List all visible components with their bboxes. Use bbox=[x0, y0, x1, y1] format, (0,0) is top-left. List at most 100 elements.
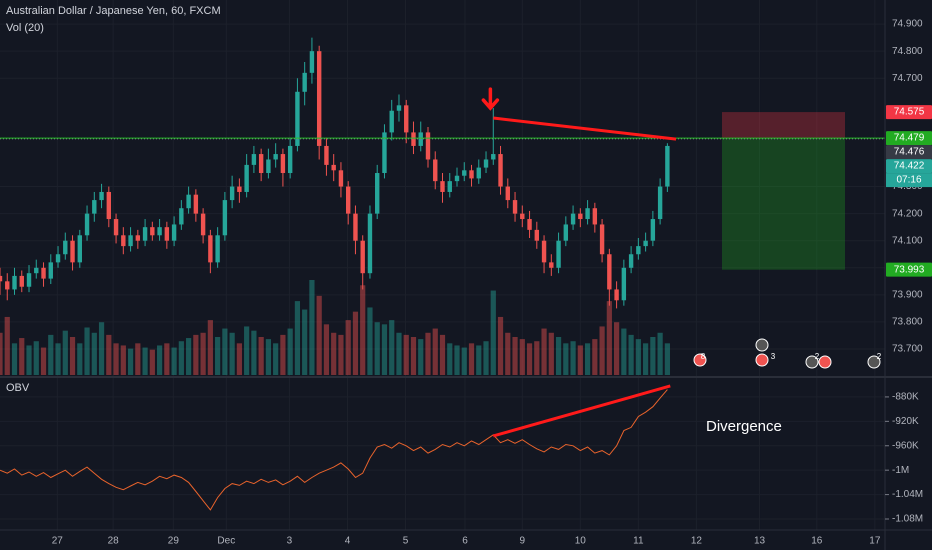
volume-bar bbox=[331, 332, 337, 375]
price-tag bbox=[886, 262, 932, 277]
candle-body bbox=[527, 219, 532, 230]
volume-bar bbox=[483, 341, 489, 375]
x-tick-label: 28 bbox=[108, 536, 120, 547]
price-tag bbox=[886, 159, 932, 174]
x-tick-label: 16 bbox=[811, 536, 823, 547]
volume-bar bbox=[149, 349, 155, 375]
volume-bar bbox=[236, 343, 242, 375]
candle-body bbox=[563, 224, 569, 241]
candle-body bbox=[367, 213, 373, 274]
volume-bar bbox=[338, 334, 344, 375]
arrow bbox=[481, 87, 500, 111]
volume-bar bbox=[164, 343, 170, 375]
volume-bar bbox=[584, 343, 591, 375]
candle-body bbox=[84, 213, 90, 236]
event-icon[interactable] bbox=[693, 353, 707, 367]
volume-bar bbox=[113, 343, 119, 375]
candle-body bbox=[433, 159, 438, 182]
volume-bar bbox=[635, 339, 641, 375]
candle-body bbox=[179, 208, 184, 225]
candle-body bbox=[186, 194, 191, 209]
candle-body bbox=[505, 186, 510, 201]
volume-bar bbox=[345, 320, 351, 375]
volume-bar bbox=[664, 343, 670, 375]
volume-bar bbox=[106, 334, 112, 375]
candle-body bbox=[135, 235, 141, 241]
candle-body bbox=[404, 105, 409, 133]
candle-body bbox=[425, 132, 431, 160]
x-tick-label: 10 bbox=[575, 536, 587, 547]
volume-bar bbox=[374, 322, 380, 375]
volume-bar bbox=[98, 322, 105, 375]
y-tick-label: -920K bbox=[892, 416, 919, 427]
candle-body bbox=[628, 254, 634, 268]
x-tick-label: 5 bbox=[403, 536, 409, 547]
candle-body bbox=[483, 159, 489, 168]
candle-body bbox=[382, 132, 387, 174]
volume-bar bbox=[526, 343, 533, 375]
candle-body bbox=[462, 170, 467, 176]
event-icon[interactable] bbox=[755, 353, 769, 367]
event-icon[interactable] bbox=[805, 355, 819, 369]
candle-body bbox=[614, 289, 619, 301]
price-tag-label: 74.422 bbox=[894, 161, 925, 172]
price-tag bbox=[886, 105, 932, 120]
y-tick-label: 73.700 bbox=[892, 344, 923, 355]
event-icon[interactable] bbox=[755, 338, 769, 352]
candle-body bbox=[650, 219, 656, 241]
volume-bar bbox=[534, 341, 540, 375]
volume-bar bbox=[215, 337, 221, 375]
candle-body bbox=[309, 51, 315, 73]
volume-bar bbox=[403, 334, 409, 375]
event-count: 2 bbox=[877, 352, 882, 361]
volume-bar bbox=[258, 337, 264, 375]
candle-body bbox=[447, 181, 452, 192]
target-zone bbox=[722, 138, 845, 270]
volume-bar bbox=[548, 332, 554, 375]
x-tick-label: 4 bbox=[345, 536, 351, 547]
candle-body bbox=[70, 240, 75, 263]
symbol-title[interactable]: Australian Dollar / Japanese Yen, 60, FX… bbox=[6, 5, 221, 17]
event-icon[interactable] bbox=[818, 355, 832, 369]
volume-bar bbox=[55, 343, 61, 375]
volume-bar bbox=[127, 348, 134, 375]
volume-bar bbox=[222, 328, 228, 375]
volume-bar bbox=[11, 343, 18, 375]
volume-bar bbox=[19, 338, 25, 375]
candle-body bbox=[99, 191, 104, 201]
y-tick-label: -960K bbox=[892, 440, 919, 451]
candle-body bbox=[222, 200, 228, 236]
candle-body bbox=[454, 175, 460, 182]
volume-bar bbox=[91, 332, 97, 375]
candle-body bbox=[287, 145, 293, 174]
candle-body bbox=[5, 281, 10, 290]
candle-body bbox=[440, 181, 445, 192]
volume-bar bbox=[200, 332, 206, 375]
candle-body bbox=[12, 275, 17, 290]
volume-bar bbox=[555, 337, 562, 375]
volume-bar bbox=[48, 334, 54, 375]
volume-bar bbox=[135, 343, 141, 375]
candle-body bbox=[599, 224, 605, 255]
volume-bar bbox=[628, 334, 634, 375]
obv-label[interactable]: OBV bbox=[6, 382, 30, 394]
candle-body bbox=[360, 240, 365, 274]
volume-bar bbox=[287, 328, 293, 375]
candle-body bbox=[55, 254, 61, 263]
volume-label[interactable]: Vol (20) bbox=[6, 22, 44, 34]
candle-body bbox=[200, 213, 206, 236]
event-icon[interactable] bbox=[867, 355, 881, 369]
volume-bar bbox=[186, 338, 192, 375]
volume-bar bbox=[62, 330, 68, 375]
candle-body bbox=[113, 219, 119, 236]
candle-body bbox=[592, 208, 598, 225]
candle-body bbox=[48, 262, 53, 279]
candle-body bbox=[41, 267, 46, 279]
volume-bar bbox=[280, 334, 286, 375]
price-tag-label: 74.575 bbox=[894, 107, 925, 118]
volume-bar bbox=[84, 327, 90, 375]
candle-body bbox=[193, 194, 199, 214]
volume-bar bbox=[461, 347, 467, 375]
candle-body bbox=[578, 213, 583, 220]
